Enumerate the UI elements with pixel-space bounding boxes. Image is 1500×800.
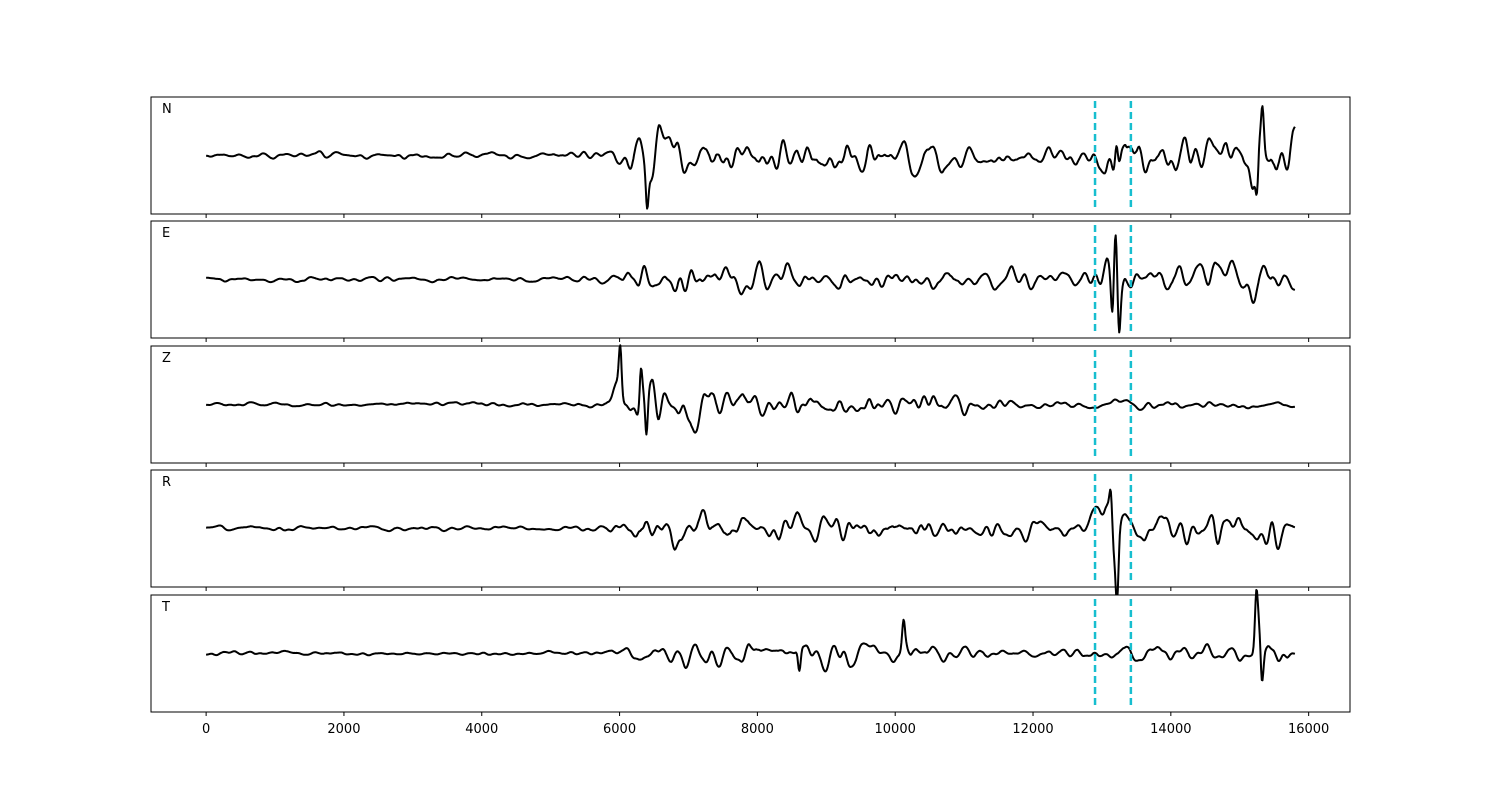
x-tick-label: 8000 — [741, 722, 774, 737]
x-tick-label: 14000 — [1150, 722, 1191, 737]
trace-line-t — [205, 589, 1296, 682]
panel-label: Z — [162, 351, 171, 366]
trace-panel-z: Z — [150, 344, 1351, 467]
trace-panel-e: E — [150, 220, 1351, 342]
trace-panel-r: R — [150, 469, 1351, 603]
panel-label: T — [161, 600, 170, 615]
x-tick-label: 4000 — [465, 722, 498, 737]
x-tick-label: 10000 — [875, 722, 916, 737]
trace-line-r — [205, 488, 1296, 603]
x-tick-label: 2000 — [327, 722, 360, 737]
trace-line-n — [205, 105, 1296, 210]
panel-label: N — [162, 102, 172, 117]
x-tick-label: 16000 — [1288, 722, 1329, 737]
trace-line-z — [205, 344, 1296, 436]
panel-label: R — [162, 475, 171, 490]
panel-label: E — [162, 226, 170, 241]
trace-panel-n: N — [150, 96, 1351, 218]
x-tick-label: 6000 — [603, 722, 636, 737]
trace-panels: N E Z R T — [150, 96, 1351, 716]
trace-line-e — [205, 234, 1296, 334]
x-tick-label: 12000 — [1012, 722, 1053, 737]
x-axis: 0 2000 4000 6000 8000 10000 12000 14000 16000 — [202, 722, 1329, 737]
x-tick-label: 0 — [202, 722, 210, 737]
trace-panel-t: T — [150, 589, 1351, 716]
